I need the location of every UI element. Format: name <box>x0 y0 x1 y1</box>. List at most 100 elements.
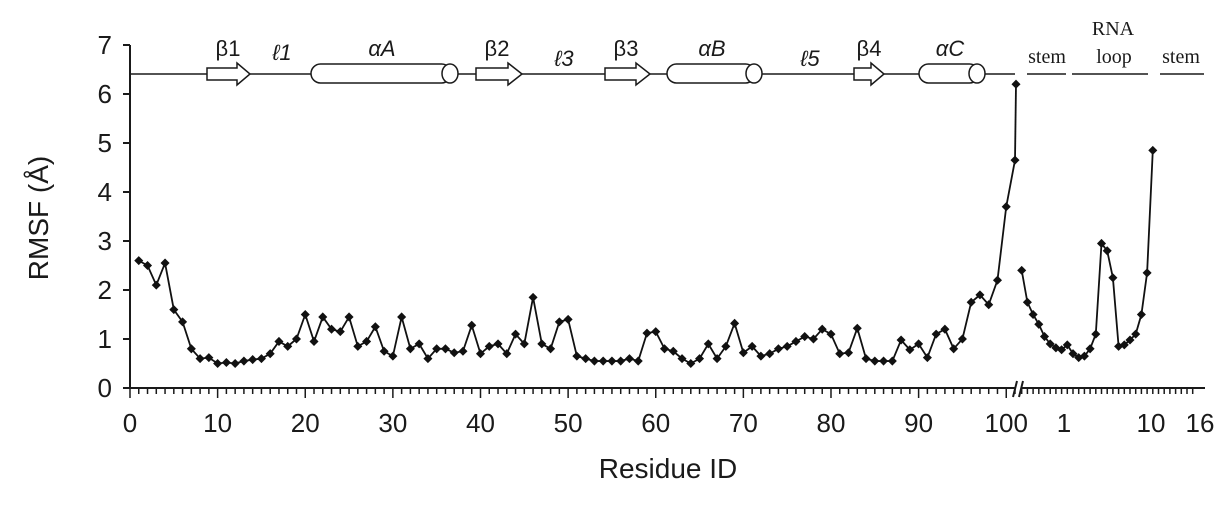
protein-point <box>879 356 889 366</box>
protein-point <box>703 339 713 349</box>
rna-stem-left-label: stem <box>1028 46 1066 68</box>
x-tick-label: 90 <box>904 408 933 438</box>
beta1-arrow <box>206 61 252 87</box>
protein-point <box>852 323 862 333</box>
rna-point <box>1028 309 1038 320</box>
protein-point <box>887 356 897 366</box>
x-ticks: 0 10 20 30 40 50 60 70 80 90 100 1 10 16 <box>123 388 1215 438</box>
protein-point <box>949 344 959 354</box>
protein-point <box>344 312 354 322</box>
protein-point <box>922 353 932 363</box>
loop5-label: ℓ5 <box>799 46 820 71</box>
x-axis-title: Residue ID <box>599 453 738 484</box>
protein-point <box>782 341 792 351</box>
x-tick-label: 0 <box>123 408 137 438</box>
protein-point <box>239 356 249 366</box>
beta2-label: β2 <box>485 36 510 61</box>
protein-point <box>204 353 214 363</box>
protein-point <box>914 339 924 349</box>
x-tick-label: 100 <box>985 408 1028 438</box>
protein-point <box>213 358 223 369</box>
protein-point <box>659 344 670 354</box>
y-tick-label: 2 <box>98 275 112 305</box>
protein-rmsf-line <box>138 159 1016 365</box>
loop1-label: ℓ1 <box>271 40 291 65</box>
alphaB-label: αB <box>698 36 725 61</box>
protein-point <box>388 351 398 361</box>
protein-point <box>397 312 407 322</box>
x-tick-label: 40 <box>466 408 495 438</box>
protein-point <box>730 318 740 328</box>
protein-point <box>230 358 240 369</box>
rna-point <box>1017 265 1027 275</box>
protein-point <box>546 344 556 354</box>
protein-point <box>134 256 144 266</box>
protein-point <box>178 317 188 327</box>
protein-point <box>800 332 810 342</box>
protein-point <box>151 280 161 290</box>
protein-point <box>835 349 845 359</box>
protein-point <box>537 339 547 349</box>
x-rna-tick-label: 16 <box>1186 408 1215 438</box>
protein-point <box>563 314 573 324</box>
protein-terminal-point <box>1011 79 1021 89</box>
protein-point <box>169 305 179 315</box>
protein-point <box>975 290 985 300</box>
protein-point <box>642 328 652 338</box>
protein-point <box>572 351 582 361</box>
alphaC-helix <box>918 63 986 84</box>
protein-point <box>589 356 599 366</box>
y-axis-title: RMSF (Å) <box>23 156 54 280</box>
protein-point <box>695 354 705 364</box>
y-tick-label: 7 <box>98 30 112 60</box>
rna-point <box>1034 319 1044 329</box>
x-tick-label: 10 <box>203 408 232 438</box>
protein-point <box>405 344 415 354</box>
protein-point <box>300 309 310 320</box>
protein-point <box>449 348 459 358</box>
y-tick-label: 3 <box>98 226 112 256</box>
protein-point <box>607 356 617 366</box>
alphaA-label: αA <box>368 36 395 61</box>
beta3-arrow <box>604 61 652 87</box>
protein-point <box>773 344 783 354</box>
loop3-label: ℓ3 <box>553 46 574 71</box>
protein-point <box>370 322 380 332</box>
protein-point <box>195 354 205 364</box>
rna-point <box>1142 268 1152 278</box>
protein-terminal-line <box>1014 84 1017 161</box>
protein-point <box>440 344 450 354</box>
x-tick-label: 60 <box>641 408 670 438</box>
rna-point <box>1148 145 1158 155</box>
protein-point <box>581 354 591 364</box>
protein-point <box>686 358 696 369</box>
protein-point <box>870 356 880 366</box>
beta4-arrow <box>853 61 886 87</box>
protein-point <box>598 356 608 366</box>
secondary-structure-track: β1 ℓ1 αA β2 ℓ3 β3 αB ℓ5 β4 αC <box>130 36 1015 87</box>
y-ticks: 0 1 2 3 4 5 6 7 <box>98 30 130 403</box>
protein-point <box>414 339 424 349</box>
x-tick-label: 70 <box>729 408 758 438</box>
protein-point <box>1001 202 1011 212</box>
protein-point <box>160 258 170 268</box>
protein-point <box>554 317 564 327</box>
rna-point <box>1022 297 1032 307</box>
beta2-arrow <box>475 61 524 87</box>
beta4-label: β4 <box>857 36 882 61</box>
protein-point <box>765 349 775 359</box>
y-tick-label: 5 <box>98 128 112 158</box>
protein-point <box>756 351 766 361</box>
rna-loop-label: loop <box>1096 46 1132 68</box>
protein-point <box>826 329 836 339</box>
x-tick-label: 50 <box>554 408 583 438</box>
protein-point <box>353 341 363 351</box>
protein-point <box>843 348 854 358</box>
y-tick-label: 1 <box>98 324 112 354</box>
series-layer <box>134 79 1158 369</box>
rna-stem-right-label: stem <box>1162 46 1200 68</box>
protein-point <box>931 329 941 339</box>
protein-point <box>791 336 801 346</box>
protein-point <box>467 320 477 330</box>
protein-point <box>221 357 231 368</box>
